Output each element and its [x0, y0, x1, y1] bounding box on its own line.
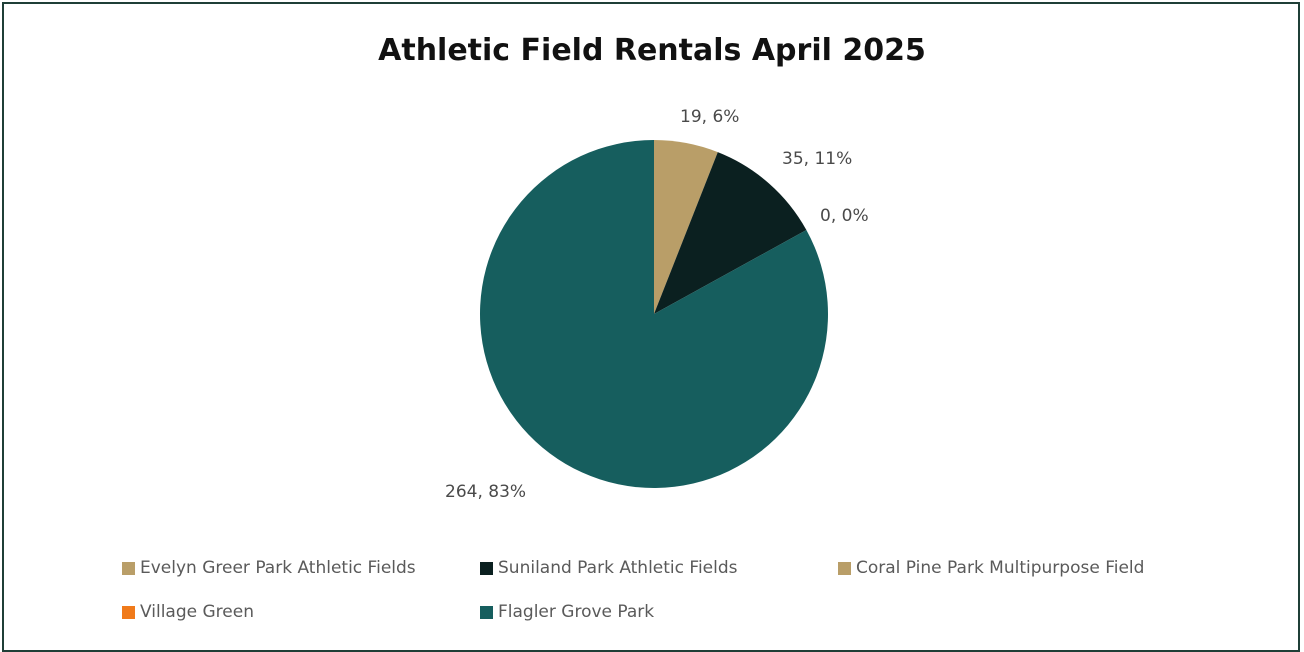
data-label-flagler-grove: 264, 83% — [445, 482, 527, 502]
legend-item-suniland: Suniland Park Athletic Fields — [480, 558, 738, 578]
pie-slice-suniland-park-athletic-fields — [654, 152, 807, 314]
legend-swatch — [122, 605, 135, 619]
legend-swatch — [122, 561, 135, 575]
legend-swatch — [480, 561, 493, 575]
legend-label: Suniland Park Athletic Fields — [498, 558, 738, 578]
data-label-suniland: 35, 11% — [782, 149, 853, 169]
chart-title: Athletic Field Rentals April 2025 — [378, 33, 926, 68]
legend-item-coral-pine: Coral Pine Park Multipurpose Field — [838, 558, 1144, 578]
legend-label: Coral Pine Park Multipurpose Field — [856, 558, 1145, 578]
pie-slice-flagler-grove-park — [480, 140, 828, 488]
legend-label: Village Green — [140, 602, 254, 622]
legend-item-evelyn-greer: Evelyn Greer Park Athletic Fields — [122, 558, 416, 578]
data-label-coral-pine: 0, 0% — [820, 206, 869, 226]
legend-item-village-green: Village Green — [122, 602, 254, 622]
legend-swatch — [480, 605, 493, 619]
data-label-evelyn-greer: 19, 6% — [680, 107, 740, 127]
legend-item-flagler-grove: Flagler Grove Park — [480, 602, 654, 622]
legend-swatch — [838, 561, 851, 575]
pie-slice-evelyn-greer-park-athletic-fields — [654, 140, 718, 314]
legend-label: Flagler Grove Park — [498, 602, 655, 622]
legend-label: Evelyn Greer Park Athletic Fields — [140, 558, 416, 578]
